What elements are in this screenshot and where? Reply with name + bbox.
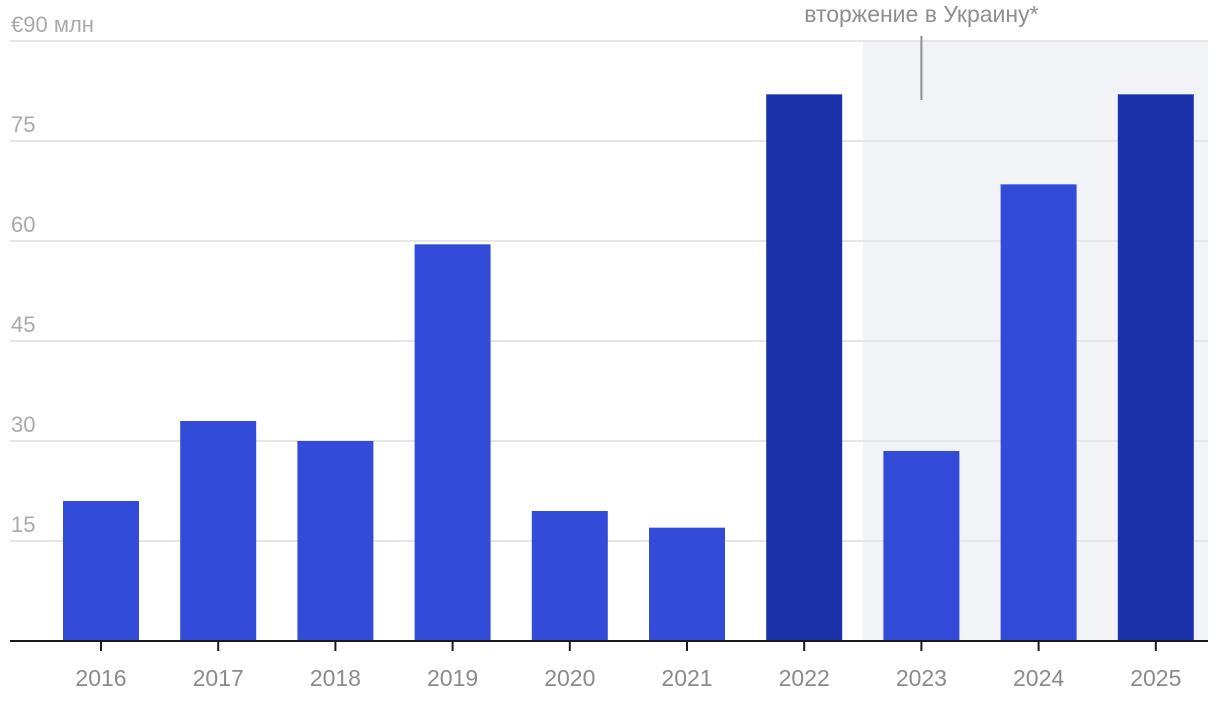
bar-2017: [180, 421, 257, 641]
y-tick-label: 15: [11, 512, 35, 537]
bar-2022: [766, 94, 843, 642]
x-tick-label: 2021: [661, 665, 712, 691]
y-tick-label: 75: [11, 112, 35, 137]
x-tick-label: 2017: [193, 665, 244, 691]
x-tick-label: 2018: [310, 665, 361, 691]
y-axis-ticks: €90 млн 75 60 45 30 15: [11, 12, 94, 537]
x-tick-label: 2016: [75, 665, 126, 691]
bars: [63, 94, 1194, 642]
x-tick-label: 2020: [544, 665, 595, 691]
x-tick-label: 2023: [896, 665, 947, 691]
y-tick-label: 60: [11, 212, 35, 237]
x-tick-label: 2025: [1130, 665, 1181, 691]
bar-2021: [649, 527, 725, 641]
y-tick-label: 45: [11, 312, 35, 337]
x-tick-label: 2019: [427, 665, 478, 691]
annotation-label: вторжение в Украину*: [804, 1, 1038, 27]
x-axis: [10, 640, 1208, 651]
bar-2024: [1000, 184, 1077, 642]
bar-2023: [883, 451, 960, 641]
y-tick-label: €90 млн: [11, 12, 94, 37]
annotation-layer: вторжение в Украину*: [804, 1, 1039, 100]
y-tick-label: 30: [11, 412, 35, 437]
x-axis-ticks: 2016 2017 2018 2019 2020 2021 2022 2023 2024 2025: [75, 665, 1181, 691]
x-tick-label: 2022: [779, 665, 830, 691]
bar-2016: [63, 501, 139, 641]
bar-2020: [531, 511, 608, 641]
bar-2018: [297, 441, 374, 641]
x-tick-label: 2024: [1013, 665, 1064, 691]
bar-2019: [414, 244, 491, 642]
bar-2025: [1117, 94, 1194, 642]
